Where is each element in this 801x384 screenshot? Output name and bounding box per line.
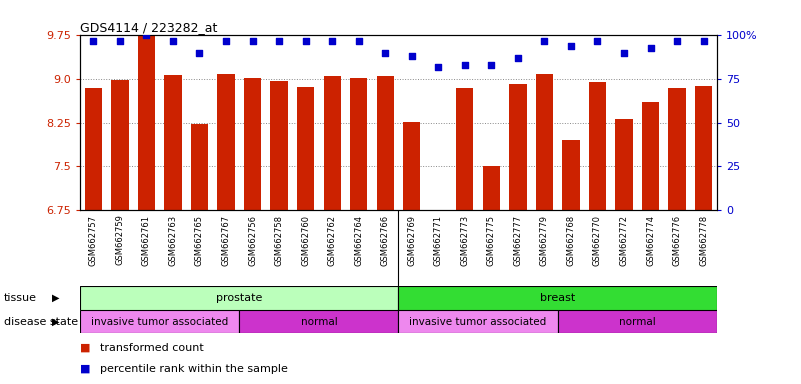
Bar [642,102,659,210]
Bar [85,88,102,210]
Bar [457,88,473,210]
Point [591,38,604,44]
Text: GDS4114 / 223282_at: GDS4114 / 223282_at [80,21,218,34]
Point [458,62,471,68]
Text: normal: normal [619,317,656,327]
Bar [589,82,606,210]
Text: GSM662777: GSM662777 [513,215,522,266]
Text: GSM662779: GSM662779 [540,215,549,266]
Point [219,38,232,44]
Text: invasive tumor associated: invasive tumor associated [91,317,228,327]
Bar [244,78,261,210]
Point [512,55,525,61]
Bar [615,119,633,210]
Bar [376,76,394,210]
Bar [399,286,717,310]
Point [246,38,259,44]
Point [326,38,339,44]
Bar [509,84,526,210]
Point [432,64,445,70]
Text: GSM662767: GSM662767 [222,215,231,266]
Text: GSM662770: GSM662770 [593,215,602,266]
Text: GSM662763: GSM662763 [168,215,178,266]
Point [485,62,497,68]
Point [193,50,206,56]
Bar [297,86,314,210]
Bar [536,74,553,210]
Text: percentile rank within the sample: percentile rank within the sample [100,364,288,374]
Bar [399,310,557,333]
Bar [669,88,686,210]
Text: GSM662768: GSM662768 [566,215,575,266]
Text: GSM662761: GSM662761 [142,215,151,266]
Text: ■: ■ [80,343,91,353]
Bar [429,210,447,216]
Text: invasive tumor associated: invasive tumor associated [409,317,547,327]
Bar [80,286,399,310]
Point [272,38,285,44]
Bar [695,86,712,210]
Text: GSM662765: GSM662765 [195,215,204,266]
Text: tissue: tissue [4,293,37,303]
Point [87,38,100,44]
Point [114,38,127,44]
Bar [191,124,208,210]
Point [670,38,683,44]
Bar [164,75,182,210]
Text: GSM662774: GSM662774 [646,215,655,266]
Bar [217,74,235,210]
Point [167,38,179,44]
Text: GSM662778: GSM662778 [699,215,708,266]
Text: GSM662769: GSM662769 [407,215,417,266]
Text: GSM662771: GSM662771 [434,215,443,266]
Text: normal: normal [300,317,337,327]
Text: GSM662776: GSM662776 [673,215,682,266]
Text: GSM662757: GSM662757 [89,215,98,266]
Bar [324,76,340,210]
Bar [403,121,421,210]
Text: GSM662758: GSM662758 [275,215,284,266]
Point [538,38,551,44]
Text: GSM662764: GSM662764 [354,215,363,266]
Bar [80,310,239,333]
Text: GSM662762: GSM662762 [328,215,336,266]
Point [140,32,153,38]
Bar [483,166,500,210]
Point [300,38,312,44]
Bar [138,35,155,210]
Bar [111,80,128,210]
Text: GSM662775: GSM662775 [487,215,496,266]
Bar [271,81,288,210]
Point [405,53,418,60]
Point [379,50,392,56]
Point [644,45,657,51]
Text: disease state: disease state [4,317,78,327]
Bar [562,140,580,210]
Text: GSM662772: GSM662772 [619,215,629,266]
Point [618,50,630,56]
Point [352,38,365,44]
Text: breast: breast [540,293,575,303]
Text: transformed count: transformed count [100,343,204,353]
Point [697,38,710,44]
Text: ■: ■ [80,364,91,374]
Bar [350,78,368,210]
Text: prostate: prostate [216,293,263,303]
Point [565,43,578,49]
Text: GSM662766: GSM662766 [380,215,390,266]
Text: GSM662773: GSM662773 [461,215,469,266]
Bar [239,310,398,333]
Text: GSM662759: GSM662759 [115,215,124,265]
Bar [557,310,717,333]
Text: ▶: ▶ [52,317,59,327]
Text: GSM662760: GSM662760 [301,215,310,266]
Text: ▶: ▶ [52,293,59,303]
Text: GSM662756: GSM662756 [248,215,257,266]
